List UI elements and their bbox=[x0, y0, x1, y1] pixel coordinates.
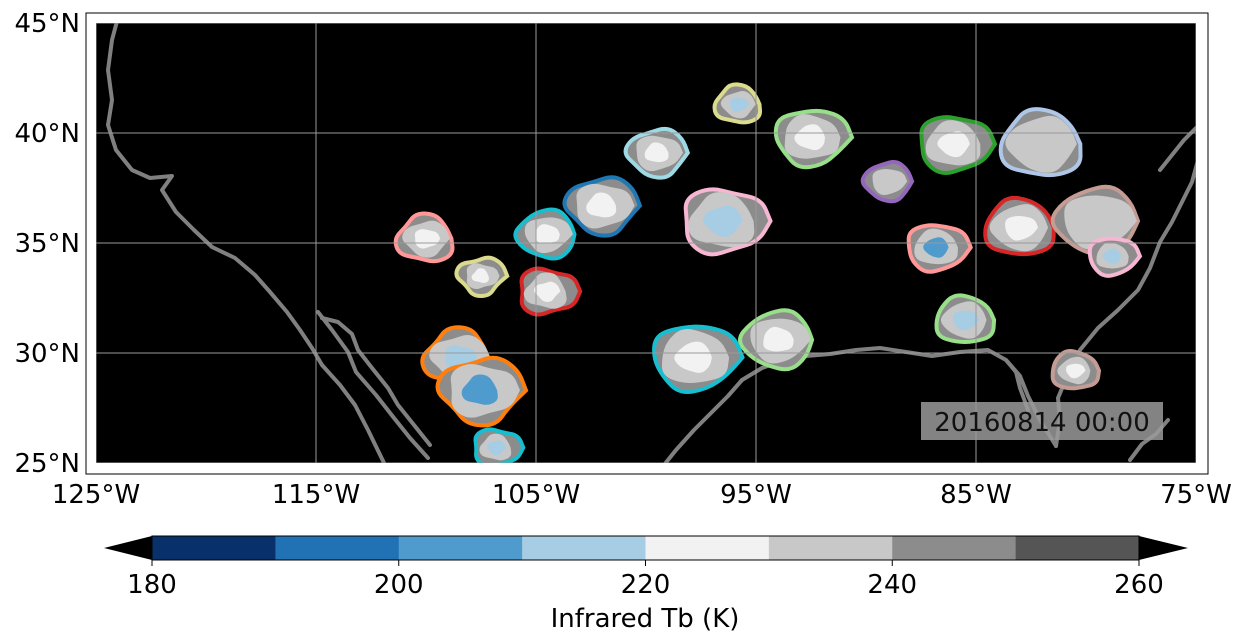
cloud-system bbox=[1050, 349, 1102, 391]
colorbar-extend-low bbox=[104, 536, 152, 560]
cloud-core bbox=[952, 310, 980, 331]
colorbar-segment bbox=[275, 536, 400, 560]
timestamp-text: 20160814 00:00 bbox=[934, 408, 1150, 438]
cloud-system bbox=[393, 211, 455, 264]
cloud-core bbox=[1024, 129, 1064, 160]
cloud-system bbox=[562, 175, 643, 238]
cloud-system bbox=[652, 324, 745, 394]
lon-tick-label: 85°W bbox=[940, 480, 1012, 510]
colorbar-tick-label: 180 bbox=[127, 570, 177, 600]
colorbar-segment bbox=[1015, 536, 1140, 560]
cloud-system bbox=[473, 427, 526, 463]
cloud-core bbox=[937, 131, 970, 158]
cloud-system bbox=[934, 293, 997, 345]
colorbar-extend-high bbox=[1139, 536, 1188, 560]
cloud-core bbox=[533, 281, 561, 302]
cloud-core bbox=[1102, 248, 1122, 264]
us-west-coast bbox=[106, 23, 387, 463]
cloud-core bbox=[1005, 215, 1039, 241]
us-east-coast bbox=[1054, 159, 1196, 448]
cloud-core bbox=[586, 192, 617, 218]
cloud-system bbox=[712, 82, 763, 125]
timestamp-annotation: 20160814 00:00 bbox=[921, 402, 1163, 440]
colorbar-segment bbox=[645, 536, 770, 560]
lon-tick-label: 115°W bbox=[272, 480, 360, 510]
latitude-tick-labels: 45°N 40°N 35°N 30°N 25°N bbox=[14, 9, 80, 479]
colorbar: 180 200 220 240 260 Infrared Tb (K) bbox=[104, 535, 1188, 634]
cloud-core bbox=[644, 142, 669, 163]
colorbar-label: Infrared Tb (K) bbox=[551, 604, 740, 634]
cloud-system bbox=[773, 108, 855, 170]
cloud-system bbox=[513, 207, 577, 261]
colorbar-segment bbox=[152, 536, 276, 560]
coastlines bbox=[106, 23, 1196, 463]
colorbar-tick-label: 220 bbox=[621, 570, 671, 600]
cloud-system bbox=[435, 355, 529, 428]
colorbar-segment bbox=[768, 536, 893, 560]
colorbar-tick-labels: 180 200 220 240 260 bbox=[127, 560, 1164, 600]
longitude-tick-labels: 125°W 115°W 105°W 95°W 85°W 75°W bbox=[52, 480, 1232, 510]
lon-tick-label: 125°W bbox=[52, 480, 140, 510]
cloud-system bbox=[998, 107, 1083, 178]
cloud-core bbox=[414, 229, 441, 249]
cloud-system bbox=[519, 266, 583, 317]
cloud-system bbox=[919, 115, 998, 175]
cloud-system bbox=[1050, 184, 1141, 258]
colorbar-segments bbox=[152, 536, 1140, 560]
colorbar-segment bbox=[892, 536, 1017, 560]
cloud-core bbox=[1066, 363, 1086, 379]
cloud-system bbox=[1087, 236, 1143, 278]
chesapeake-inlet bbox=[1158, 126, 1196, 172]
gulf-of-california-east bbox=[320, 316, 432, 447]
colorbar-segment bbox=[398, 536, 523, 560]
cloud-system bbox=[738, 308, 815, 372]
colorbar-segment bbox=[522, 536, 646, 560]
lat-tick-label: 40°N bbox=[14, 119, 80, 149]
cloud-core bbox=[674, 341, 712, 373]
cloud-core bbox=[702, 205, 743, 237]
lon-tick-label: 75°W bbox=[1160, 480, 1232, 510]
baja-peninsula bbox=[316, 310, 430, 460]
gridlines bbox=[96, 23, 1196, 463]
cloud-core bbox=[461, 374, 498, 405]
cloud-core bbox=[1078, 205, 1116, 236]
timestamp-box bbox=[921, 402, 1163, 440]
cloud-core bbox=[535, 224, 560, 244]
cloud-system bbox=[454, 255, 510, 299]
lon-tick-label: 105°W bbox=[492, 480, 580, 510]
colorbar-tick-label: 260 bbox=[1114, 570, 1164, 600]
lon-tick-label: 95°W bbox=[720, 480, 792, 510]
cloud-core bbox=[879, 173, 897, 189]
colorbar-tick-label: 240 bbox=[867, 570, 917, 600]
cloud-core bbox=[471, 268, 489, 284]
cloud-core bbox=[486, 440, 507, 456]
mexico-gulf-coast bbox=[663, 378, 744, 463]
cloud-core bbox=[763, 326, 794, 352]
cloud-core bbox=[729, 97, 749, 112]
florida-west bbox=[1004, 358, 1030, 412]
cloud-system bbox=[860, 160, 915, 204]
cloud-system bbox=[983, 195, 1056, 257]
lat-tick-label: 45°N bbox=[14, 9, 80, 39]
lat-tick-label: 35°N bbox=[14, 229, 80, 259]
lat-tick-label: 30°N bbox=[14, 339, 80, 369]
cloud-system bbox=[623, 126, 691, 180]
colorbar-tick-label: 200 bbox=[374, 570, 424, 600]
cloud-core bbox=[794, 124, 825, 151]
lat-tick-label: 25°N bbox=[14, 449, 80, 479]
cloud-system bbox=[906, 223, 973, 274]
cloud-core bbox=[923, 237, 949, 258]
